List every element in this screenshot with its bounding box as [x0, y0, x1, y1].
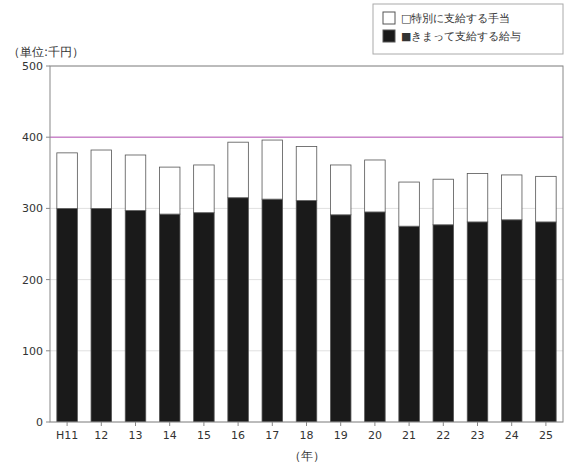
chart: 0 100 200 300 400 500 H11 12 13 14 15 16 17 18 19 20 21 2…: [0, 0, 579, 470]
bar: [228, 142, 249, 198]
bar: [159, 214, 180, 422]
x-tick: [238, 422, 239, 426]
bar: [433, 179, 454, 225]
bar: [330, 165, 351, 215]
axes: 0 100 200 300 400 500 H11 12 13 14 15 16 17 18 19 20 21 2…: [22, 60, 563, 442]
x-tick-label: 19: [334, 429, 348, 442]
bar: [399, 182, 420, 226]
x-axis-label: （年）: [289, 449, 325, 463]
plot-area: [50, 137, 563, 422]
x-tick: [374, 422, 375, 426]
x-tick: [477, 422, 478, 426]
bar: [91, 150, 112, 208]
x-tick-label: 17: [265, 429, 279, 442]
bar: [399, 226, 420, 422]
x-tick-label: 13: [129, 429, 143, 442]
x-tick-label: 15: [197, 429, 211, 442]
x-tick-label: 20: [368, 429, 382, 442]
bar: [194, 165, 215, 213]
bar: [365, 160, 386, 212]
x-tick: [340, 422, 341, 426]
bar: [57, 208, 78, 422]
bar: [330, 215, 351, 422]
x-tick: [409, 422, 410, 426]
y-tick: [46, 279, 50, 280]
bar: [467, 222, 488, 422]
grid: [50, 66, 563, 422]
x-tick: [306, 422, 307, 426]
bar: [125, 211, 146, 422]
x-tick-label: 24: [505, 429, 519, 442]
x-tick: [203, 422, 204, 426]
y-tick-label: 0: [36, 416, 43, 429]
y-tick-label: 300: [22, 202, 43, 215]
y-tick-label: 200: [22, 274, 43, 287]
bar: [296, 201, 317, 422]
y-tick-label: 100: [22, 345, 43, 358]
y-tick: [46, 208, 50, 209]
y-tick: [46, 350, 50, 351]
bar: [125, 155, 146, 211]
grid-line: [50, 137, 563, 138]
legend-swatch: [383, 12, 395, 24]
bar: [501, 220, 522, 422]
legend-swatch: [383, 30, 395, 42]
y-tick: [46, 137, 50, 138]
x-tick-label: 25: [539, 429, 553, 442]
bar: [194, 213, 215, 422]
bar: [433, 225, 454, 422]
bar: [467, 174, 488, 222]
x-tick: [272, 422, 273, 426]
x-tick: [67, 422, 68, 426]
x-tick-label: 12: [94, 429, 108, 442]
x-tick: [545, 422, 546, 426]
y-tick: [46, 66, 50, 67]
x-tick-label: 14: [163, 429, 177, 442]
x-tick-label: 16: [231, 429, 245, 442]
x-tick: [169, 422, 170, 426]
y-tick-label: 400: [22, 131, 43, 144]
legend-frame: [373, 4, 563, 54]
legend-label: ■きまって支給する給与: [401, 30, 521, 43]
x-tick-label: H11: [56, 429, 78, 442]
bar: [536, 176, 557, 222]
x-tick-label: 22: [436, 429, 450, 442]
legend-label: □特別に支給する手当: [401, 12, 510, 25]
unit-label: （単位:千円）: [8, 45, 84, 59]
plot-frame: [50, 66, 563, 422]
bar: [262, 199, 283, 422]
reference-line: [50, 136, 563, 138]
x-tick: [135, 422, 136, 426]
bar: [57, 153, 78, 209]
x-tick-label: 23: [471, 429, 485, 442]
bar: [536, 222, 557, 422]
bar: [228, 198, 249, 422]
x-tick: [511, 422, 512, 426]
x-tick: [101, 422, 102, 426]
x-tick: [443, 422, 444, 426]
bar: [159, 167, 180, 214]
x-tick-label: 21: [402, 429, 416, 442]
bar: [262, 140, 283, 199]
bar: [296, 146, 317, 200]
bar: [365, 212, 386, 422]
y-tick: [46, 422, 50, 423]
bar: [501, 175, 522, 220]
bar: [91, 208, 112, 422]
legend: □特別に支給する手当 ■きまって支給する給与: [373, 4, 563, 54]
x-tick-label: 18: [300, 429, 314, 442]
y-tick-label: 500: [22, 60, 43, 73]
